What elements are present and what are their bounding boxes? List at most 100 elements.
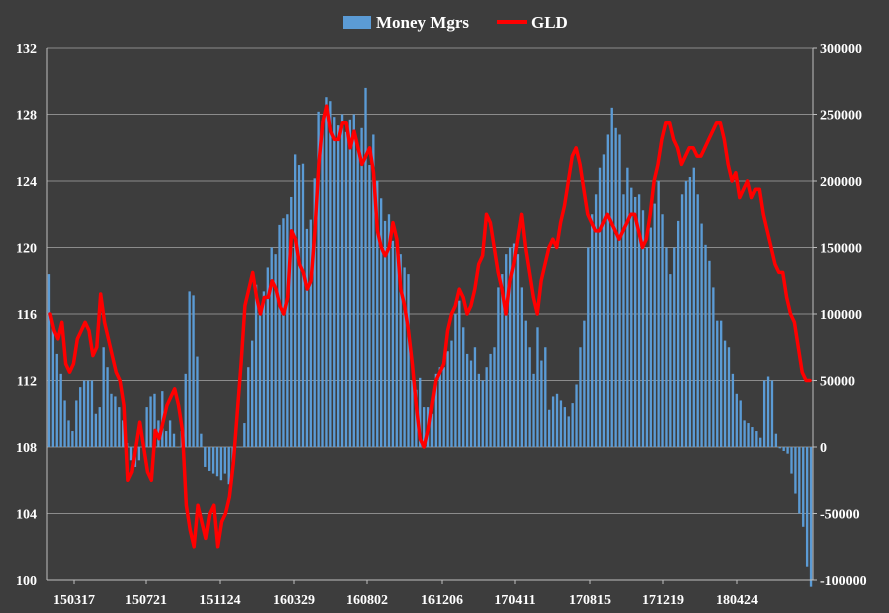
bar [344, 131, 348, 448]
bar [653, 203, 656, 447]
bar [794, 447, 797, 494]
bar [153, 393, 156, 447]
bar [606, 134, 609, 447]
bar [641, 210, 645, 447]
bar [473, 347, 477, 447]
bar [376, 181, 379, 447]
bar [333, 117, 336, 447]
bar [71, 431, 74, 447]
legend-label-gld: GLD [531, 13, 568, 32]
x-tick-label: 170411 [494, 593, 535, 608]
bar [297, 165, 301, 448]
bar [90, 380, 94, 447]
bar [594, 194, 598, 447]
bar [118, 407, 121, 447]
bar [129, 447, 133, 461]
bar [254, 284, 258, 447]
bar [770, 380, 774, 447]
bar [215, 447, 219, 477]
bar [286, 214, 289, 447]
bar [555, 393, 559, 447]
bar [348, 119, 352, 447]
bar [676, 220, 680, 447]
bar [665, 247, 668, 447]
x-tick-label: 160329 [273, 593, 315, 608]
bar [243, 423, 246, 447]
bar [364, 87, 367, 448]
bar [110, 393, 113, 447]
bar [278, 224, 281, 447]
bar [407, 274, 410, 447]
bars [47, 87, 813, 587]
bar [669, 274, 672, 447]
bar [379, 198, 383, 447]
bar [102, 347, 105, 447]
bar [673, 247, 676, 447]
bar [149, 396, 152, 447]
bar [458, 300, 461, 447]
bar [762, 380, 766, 447]
bar [258, 307, 262, 447]
bar [782, 447, 785, 451]
bar [340, 114, 344, 447]
bar [184, 373, 187, 447]
bar [559, 400, 563, 447]
bar [227, 447, 230, 485]
bar [661, 214, 664, 447]
bar [422, 407, 426, 447]
bar [266, 267, 269, 447]
bar [114, 396, 117, 447]
bar [708, 260, 711, 447]
bar [98, 407, 101, 447]
x-tick-label: 160802 [346, 593, 388, 608]
bar [450, 340, 453, 447]
bar [79, 387, 82, 447]
bar [649, 227, 652, 447]
bar [106, 367, 109, 447]
gld-line [48, 104, 812, 549]
bar [399, 254, 402, 447]
bar [477, 373, 481, 447]
bar [235, 447, 238, 448]
bar [626, 167, 629, 447]
bar [575, 384, 578, 447]
bar [528, 347, 531, 447]
bar [446, 351, 449, 447]
bar [356, 147, 359, 447]
bar [489, 353, 492, 447]
bar [598, 167, 602, 447]
bar [501, 274, 504, 447]
bar [313, 178, 316, 447]
bar [86, 380, 90, 447]
bar [680, 194, 684, 447]
bar [188, 291, 191, 447]
y-left-tick-label: 132 [16, 42, 37, 57]
bar [579, 347, 582, 447]
bar [329, 101, 332, 447]
bar [145, 407, 148, 447]
y-left-tick-label: 112 [17, 375, 37, 390]
bar [657, 181, 660, 447]
bar [766, 376, 770, 447]
x-tick-label: 150721 [125, 593, 167, 608]
bar [622, 194, 625, 447]
y-right-tick-label: 250000 [820, 109, 862, 124]
bar [610, 107, 613, 447]
bar [137, 447, 141, 461]
bar [55, 353, 58, 447]
y-right-tick-label: 150000 [820, 242, 862, 257]
bar [438, 367, 441, 447]
legend-label-money-mgrs: Money Mgrs [376, 13, 469, 32]
y-left-tick-label: 120 [16, 242, 37, 257]
bar [532, 373, 535, 447]
legend-swatch-money-mgrs [343, 16, 371, 29]
bar [583, 320, 586, 447]
bar [251, 340, 254, 447]
bar [462, 327, 465, 447]
bar [516, 254, 520, 447]
bar [755, 431, 758, 447]
bar [192, 295, 195, 447]
bar [360, 127, 363, 448]
bar [704, 244, 707, 447]
